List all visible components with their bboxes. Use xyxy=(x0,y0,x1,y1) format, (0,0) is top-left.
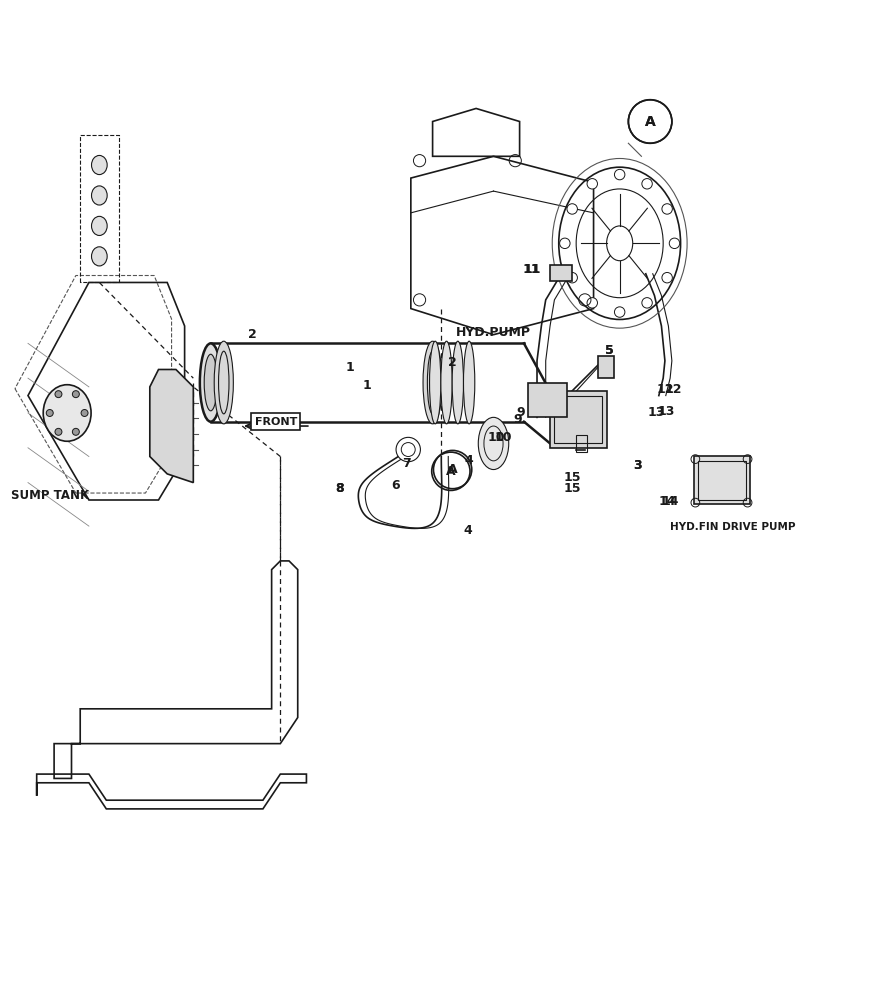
Text: 10: 10 xyxy=(487,431,505,444)
Polygon shape xyxy=(150,369,194,483)
Text: 11: 11 xyxy=(524,263,542,276)
Ellipse shape xyxy=(478,417,508,470)
Ellipse shape xyxy=(204,354,217,411)
Circle shape xyxy=(46,410,53,416)
Circle shape xyxy=(642,298,652,308)
Bar xyxy=(693,456,750,504)
Text: 2: 2 xyxy=(448,356,457,369)
Text: 8: 8 xyxy=(335,482,344,495)
Circle shape xyxy=(642,179,652,189)
Text: HYD.FIN DRIVE PUMP: HYD.FIN DRIVE PUMP xyxy=(670,522,795,532)
Text: HYD.PUMP: HYD.PUMP xyxy=(456,326,531,339)
Text: 6: 6 xyxy=(392,479,400,492)
Text: 8: 8 xyxy=(335,482,344,495)
Circle shape xyxy=(567,204,577,214)
Circle shape xyxy=(396,437,420,462)
Circle shape xyxy=(670,238,679,249)
Ellipse shape xyxy=(215,341,234,424)
Bar xyxy=(550,265,572,281)
Text: 10: 10 xyxy=(494,431,512,444)
Text: 13: 13 xyxy=(648,406,665,419)
Text: 1: 1 xyxy=(345,361,354,374)
Circle shape xyxy=(615,307,625,317)
Text: A: A xyxy=(448,463,458,476)
Text: 4: 4 xyxy=(463,524,472,537)
Text: 4: 4 xyxy=(465,454,473,467)
Bar xyxy=(598,356,614,378)
Circle shape xyxy=(81,410,88,416)
Text: 2: 2 xyxy=(249,328,257,341)
Ellipse shape xyxy=(423,341,442,424)
Text: 3: 3 xyxy=(633,459,642,472)
Circle shape xyxy=(567,272,577,283)
Circle shape xyxy=(587,298,597,308)
Ellipse shape xyxy=(92,186,107,205)
Text: 12: 12 xyxy=(665,383,683,396)
Ellipse shape xyxy=(430,341,441,424)
Ellipse shape xyxy=(453,341,464,424)
Text: 15: 15 xyxy=(563,482,581,495)
Text: 14: 14 xyxy=(658,495,676,508)
Ellipse shape xyxy=(464,341,474,424)
Bar xyxy=(698,461,746,500)
Ellipse shape xyxy=(92,247,107,266)
Text: 14: 14 xyxy=(661,495,679,508)
Ellipse shape xyxy=(44,385,91,441)
Text: 13: 13 xyxy=(658,405,675,418)
Text: A: A xyxy=(644,115,656,129)
Text: 1: 1 xyxy=(363,379,371,392)
Ellipse shape xyxy=(200,343,221,422)
Circle shape xyxy=(662,272,672,283)
Text: FRONT: FRONT xyxy=(255,417,297,427)
Text: 5: 5 xyxy=(605,344,614,357)
Text: 5: 5 xyxy=(605,344,614,357)
Circle shape xyxy=(662,204,672,214)
Circle shape xyxy=(72,428,79,435)
Circle shape xyxy=(72,391,79,398)
Text: A: A xyxy=(446,465,456,478)
Text: 3: 3 xyxy=(633,459,642,472)
Text: 9: 9 xyxy=(516,406,525,419)
Text: 9: 9 xyxy=(514,413,522,426)
Circle shape xyxy=(560,238,570,249)
Circle shape xyxy=(587,179,597,189)
Ellipse shape xyxy=(441,341,453,424)
Bar xyxy=(555,396,603,443)
Ellipse shape xyxy=(92,216,107,235)
Bar xyxy=(550,391,607,448)
Text: 7: 7 xyxy=(402,457,411,470)
Circle shape xyxy=(55,391,62,398)
Text: 11: 11 xyxy=(522,263,540,276)
Text: A: A xyxy=(644,115,656,129)
Circle shape xyxy=(615,169,625,180)
Bar xyxy=(576,435,587,452)
Circle shape xyxy=(55,428,62,435)
Ellipse shape xyxy=(92,155,107,175)
Bar xyxy=(528,383,568,417)
Text: 12: 12 xyxy=(656,383,674,396)
Text: SUMP TANK: SUMP TANK xyxy=(10,489,89,502)
Text: 15: 15 xyxy=(564,471,582,484)
